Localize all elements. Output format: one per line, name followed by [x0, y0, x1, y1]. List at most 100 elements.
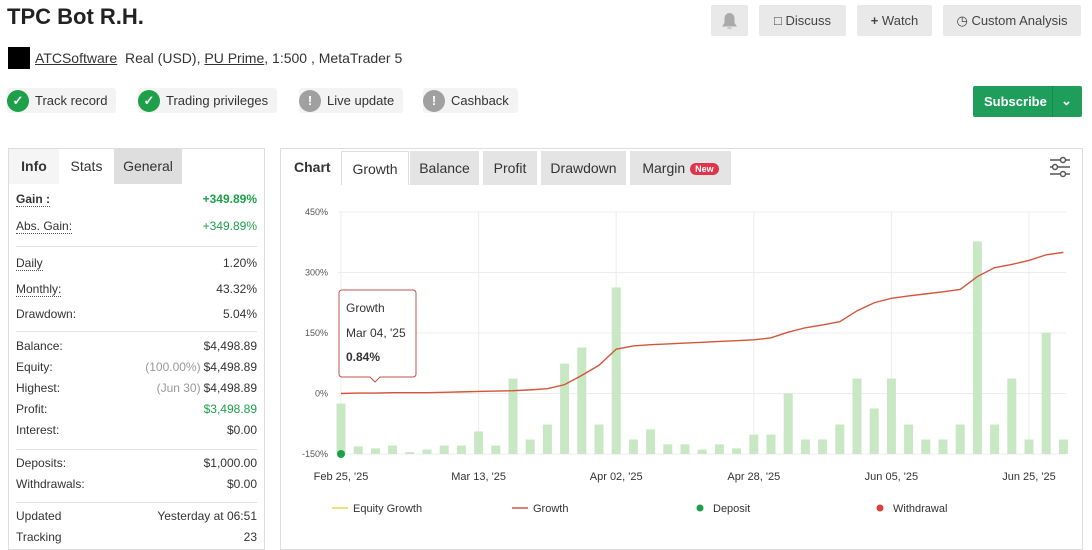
- stat-value: $0.00: [227, 474, 257, 494]
- stat-label: Interest:: [16, 423, 60, 437]
- stat-number: $0.00: [226, 423, 257, 437]
- subscribe-button[interactable]: Subscribe ⌄: [973, 86, 1082, 117]
- bar: [474, 431, 484, 454]
- broker-link[interactable]: PU Prime: [204, 50, 265, 66]
- stat-row: Balance: $4,498.89: [16, 336, 257, 356]
- bar: [783, 393, 793, 454]
- tab[interactable]: Info: [9, 149, 59, 184]
- chart-tab[interactable]: Drawdown: [541, 151, 626, 185]
- stat-number: 23: [243, 530, 257, 544]
- x-tick-label: Mar 13, '25: [451, 471, 506, 483]
- chart-tab[interactable]: Margin New: [630, 151, 731, 185]
- bar: [732, 448, 742, 454]
- tab[interactable]: Stats: [59, 149, 114, 184]
- chart-tab[interactable]: Growth: [341, 151, 409, 185]
- stat-label: Deposits:: [16, 456, 67, 470]
- bar: [972, 241, 982, 454]
- badge-icon: ✓: [138, 89, 160, 112]
- stat-number: $3,498.89: [203, 402, 257, 416]
- owner-link[interactable]: ATCSoftware: [35, 50, 118, 66]
- bar: [835, 424, 845, 454]
- legend-label: Deposit: [713, 503, 750, 515]
- custom-analysis-button[interactable]: ◷ Custom Analysis: [943, 5, 1081, 36]
- stat-number: 1.20%: [222, 256, 257, 270]
- badge-label: Live update: [327, 93, 395, 108]
- deposit-dot: [337, 450, 345, 458]
- stat-label: Monthly:: [16, 282, 62, 297]
- separator: [16, 449, 257, 450]
- settings-icon[interactable]: [1047, 155, 1073, 179]
- account-line: ATCSoftware Real (USD), PU Prime, 1:500 …: [35, 50, 402, 66]
- x-tick-label: Jun 05, '25: [865, 471, 918, 483]
- stat-number: +349.89%: [202, 219, 257, 233]
- x-tick-label: Jun 25, '25: [1002, 471, 1055, 483]
- bar: [1024, 439, 1034, 454]
- bar: [611, 287, 621, 454]
- bar: [886, 378, 896, 454]
- stat-number: Yesterday at 06:51: [157, 509, 257, 523]
- bar: [766, 434, 776, 454]
- bell-button[interactable]: [711, 5, 748, 36]
- bar: [456, 445, 466, 454]
- bar: [818, 439, 828, 454]
- tab-label: Drawdown: [550, 160, 617, 176]
- bar: [697, 449, 707, 454]
- bar: [955, 424, 965, 454]
- stat-note: (100.00%): [145, 360, 201, 374]
- badge: ✓ Track record: [7, 88, 117, 113]
- stat-label: Withdrawals:: [16, 477, 85, 491]
- bar: [594, 424, 604, 454]
- stat-row: Deposits: $1,000.00: [16, 453, 257, 473]
- bar: [628, 439, 638, 454]
- stat-label: Profit:: [16, 402, 48, 416]
- chart-panel: 450% 300% 150% 0% -150% Feb 25, '25 Mar 13, '2…: [280, 148, 1083, 550]
- tooltip: Growth Mar 04, '25 0.84%: [338, 289, 417, 383]
- account-details: , 1:500 , MetaTrader 5: [264, 50, 403, 66]
- tab-label: Margin: [642, 160, 686, 176]
- chart-tab[interactable]: Profit: [483, 151, 537, 185]
- stat-row: Gain : +349.89%: [16, 189, 257, 209]
- chart-tab[interactable]: Balance: [410, 151, 479, 185]
- stat-label: Equity:: [16, 360, 53, 374]
- tooltip-value: 0.84%: [346, 350, 380, 364]
- y-tick-label: 150%: [305, 328, 328, 338]
- tooltip-box: [338, 289, 417, 383]
- discuss-button[interactable]: □ Discuss: [759, 5, 846, 36]
- stat-value: $3,498.89: [204, 399, 257, 419]
- stat-label: Drawdown:: [16, 307, 77, 321]
- stat-label: Highest:: [16, 381, 61, 395]
- stat-row: Daily 1.20%: [16, 253, 257, 273]
- badge: ! Cashback: [423, 88, 518, 113]
- stat-row: Tracking 23: [16, 527, 257, 547]
- tooltip-title: Growth: [346, 301, 385, 315]
- legend-label: Withdrawal: [893, 503, 947, 515]
- stat-label: Abs. Gain:: [16, 219, 73, 234]
- bar: [439, 445, 449, 454]
- bar: [353, 446, 363, 454]
- button-label: Watch: [881, 13, 919, 28]
- bar: [388, 445, 398, 454]
- bar: [577, 347, 587, 454]
- bar: [336, 403, 346, 454]
- watch-button[interactable]: + Watch: [857, 5, 932, 36]
- tab[interactable]: General: [114, 149, 182, 184]
- stat-note: (Jun 30): [156, 381, 201, 395]
- stat-label: Tracking: [16, 530, 62, 544]
- stat-label: Daily: [16, 256, 43, 271]
- bot-title: TPC Bot R.H.: [7, 4, 144, 29]
- bar: [646, 429, 656, 454]
- bar: [852, 378, 862, 454]
- badge-icon: ✓: [7, 89, 29, 112]
- y-tick-label: 0%: [315, 389, 328, 399]
- tab-label: Profit: [493, 160, 527, 176]
- stat-value: +349.89%: [203, 189, 257, 209]
- stat-number: 43.32%: [216, 282, 257, 296]
- stat-row: Drawdown: 5.04%: [16, 304, 257, 324]
- bar: [1041, 332, 1051, 454]
- bar: [749, 434, 759, 454]
- stat-value: 23: [244, 527, 257, 547]
- new-badge: New: [690, 163, 719, 176]
- stat-value: $0.00: [227, 420, 257, 440]
- legend-label: Growth: [533, 503, 568, 515]
